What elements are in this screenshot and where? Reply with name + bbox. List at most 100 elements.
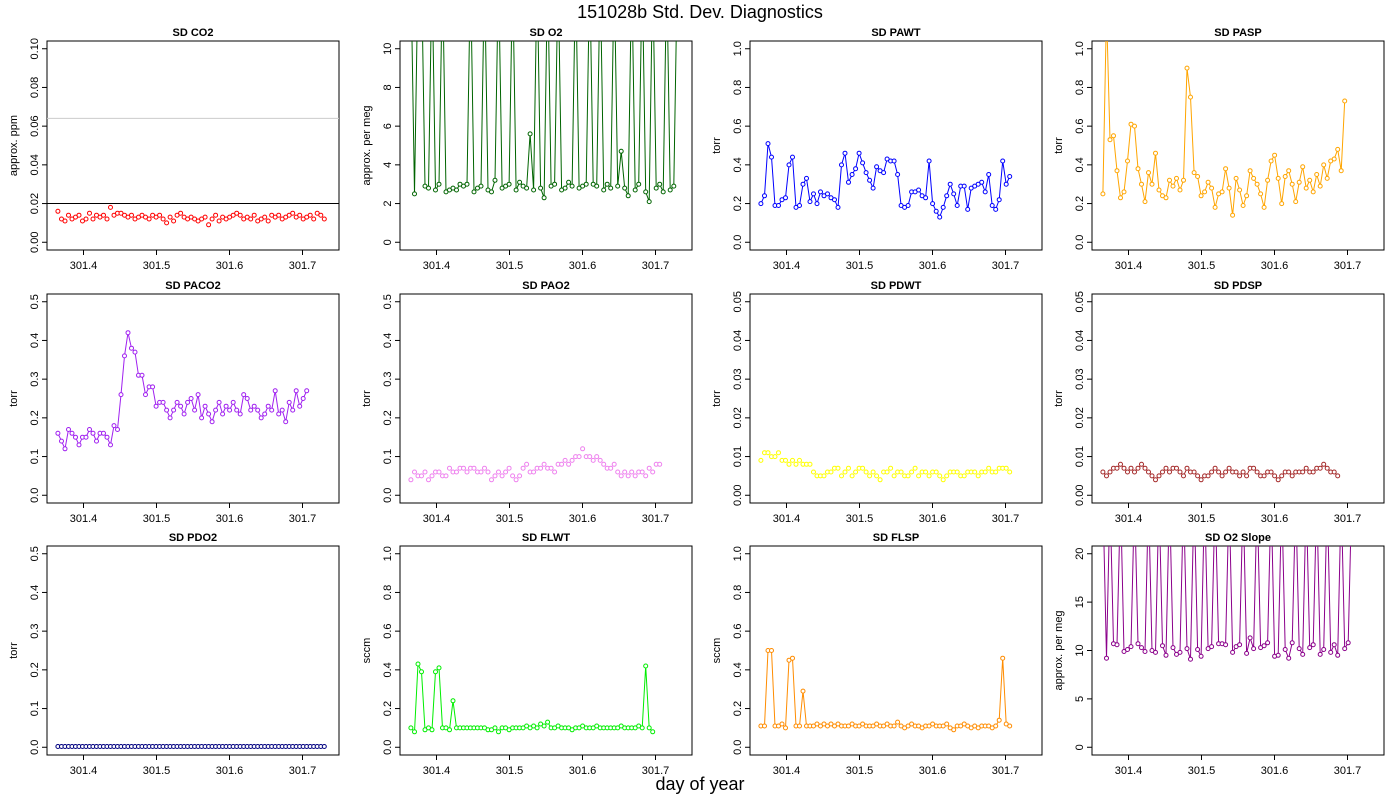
data-point bbox=[90, 216, 96, 222]
x-tick-label: 301.7 bbox=[992, 513, 1020, 525]
x-tick-label: 301.5 bbox=[846, 513, 874, 525]
data-point bbox=[961, 183, 967, 189]
data-point bbox=[1303, 465, 1309, 471]
data-point bbox=[937, 214, 943, 220]
data-point bbox=[1223, 166, 1229, 172]
data-point bbox=[1205, 179, 1211, 185]
plot-area bbox=[758, 648, 1013, 733]
x-tick-label: 301.6 bbox=[919, 260, 947, 272]
data-point bbox=[1310, 469, 1316, 475]
data-point bbox=[1335, 473, 1341, 479]
panel-5: SD PACO2 torr 0.0 0.1 0.2 0.3 0.4 0.5 301.4 301.5… bbox=[8, 280, 340, 525]
data-point bbox=[1128, 644, 1134, 650]
series-line bbox=[1102, 41, 1346, 216]
data-point bbox=[1125, 469, 1130, 475]
data-point bbox=[1335, 652, 1341, 658]
data-point bbox=[297, 212, 303, 218]
x-tick-label: 301.6 bbox=[919, 513, 947, 525]
x-tick-label: 301.4 bbox=[1115, 765, 1143, 777]
data-point bbox=[583, 181, 589, 187]
data-point bbox=[1321, 162, 1327, 168]
data-point bbox=[1244, 193, 1250, 199]
data-point bbox=[167, 415, 173, 421]
data-point bbox=[1104, 655, 1109, 661]
data-point bbox=[916, 187, 922, 193]
y-axis-label: approx. per meg bbox=[1053, 610, 1065, 690]
data-point bbox=[779, 721, 785, 727]
y-tick-label: 0.3 bbox=[29, 371, 41, 386]
x-tick-label: 301.5 bbox=[1188, 765, 1216, 777]
data-point bbox=[489, 477, 494, 483]
data-point bbox=[776, 450, 781, 456]
y-tick-label: 0.1 bbox=[29, 701, 41, 716]
data-point bbox=[1188, 94, 1193, 100]
data-point bbox=[1163, 652, 1169, 658]
data-point bbox=[832, 197, 837, 203]
data-point bbox=[1268, 469, 1274, 475]
series-line bbox=[760, 143, 1011, 219]
data-point bbox=[797, 723, 802, 729]
data-point bbox=[1142, 465, 1148, 471]
data-point bbox=[1139, 181, 1144, 187]
data-point bbox=[863, 469, 869, 475]
data-point bbox=[1139, 645, 1144, 651]
y-tick-label: 0.0 bbox=[1074, 235, 1086, 250]
data-point bbox=[1331, 642, 1337, 648]
data-point bbox=[769, 648, 774, 653]
data-point bbox=[870, 469, 876, 475]
data-point bbox=[1331, 469, 1337, 475]
data-point bbox=[975, 473, 981, 479]
data-point bbox=[279, 407, 285, 413]
y-tick-label: 0.1 bbox=[29, 449, 41, 464]
data-point bbox=[1198, 477, 1204, 483]
data-point bbox=[517, 179, 523, 185]
data-point bbox=[164, 220, 170, 226]
data-point bbox=[90, 430, 96, 436]
y-tick-label: 0.6 bbox=[382, 623, 394, 638]
x-axis-title: day of year bbox=[655, 774, 745, 794]
y-axis-label: torr bbox=[1053, 137, 1065, 154]
data-point bbox=[101, 430, 106, 436]
data-point bbox=[300, 396, 306, 401]
data-point bbox=[1184, 646, 1190, 652]
data-point bbox=[87, 210, 92, 216]
panel-title: SD PDSP bbox=[1214, 280, 1262, 292]
data-point bbox=[982, 469, 988, 475]
data-point bbox=[1007, 723, 1013, 729]
data-point bbox=[454, 187, 459, 193]
data-point bbox=[202, 214, 208, 220]
data-point bbox=[1177, 469, 1183, 475]
data-point bbox=[863, 170, 869, 176]
data-point bbox=[1146, 469, 1151, 475]
data-point bbox=[1268, 158, 1274, 164]
panel-title: SD PAO2 bbox=[522, 280, 569, 292]
data-point bbox=[461, 465, 466, 471]
data-point bbox=[1233, 469, 1239, 475]
data-point bbox=[1125, 158, 1130, 164]
data-point bbox=[860, 465, 866, 471]
data-point bbox=[793, 461, 799, 467]
y-tick-label: 0 bbox=[382, 239, 394, 245]
data-point bbox=[891, 723, 897, 729]
data-point bbox=[450, 698, 456, 704]
x-tick-label: 301.5 bbox=[496, 765, 524, 777]
data-point bbox=[1135, 641, 1141, 647]
data-point bbox=[1198, 193, 1204, 199]
panel-10: SD FLWT sccm 0.0 0.2 0.4 0.6 0.8 1.0 301.4 301.5 3… bbox=[361, 532, 693, 777]
y-tick-label: 0.2 bbox=[732, 701, 744, 716]
data-point bbox=[615, 183, 621, 189]
data-point bbox=[874, 473, 880, 479]
data-point bbox=[258, 415, 264, 421]
data-point bbox=[520, 465, 526, 471]
data-point bbox=[993, 206, 999, 212]
data-point bbox=[1293, 199, 1299, 205]
y-tick-label: 0.04 bbox=[1074, 330, 1086, 351]
data-point bbox=[506, 181, 512, 187]
panel-title: SD PAWT bbox=[871, 27, 921, 39]
panel-4: SD PASP torr 0.0 0.2 0.4 0.6 0.8 1.0 301.4 301.5 3… bbox=[1053, 27, 1385, 272]
data-point bbox=[206, 411, 212, 417]
data-point bbox=[419, 669, 424, 675]
data-point bbox=[1247, 168, 1253, 174]
y-tick-label: 15 bbox=[1074, 596, 1086, 608]
